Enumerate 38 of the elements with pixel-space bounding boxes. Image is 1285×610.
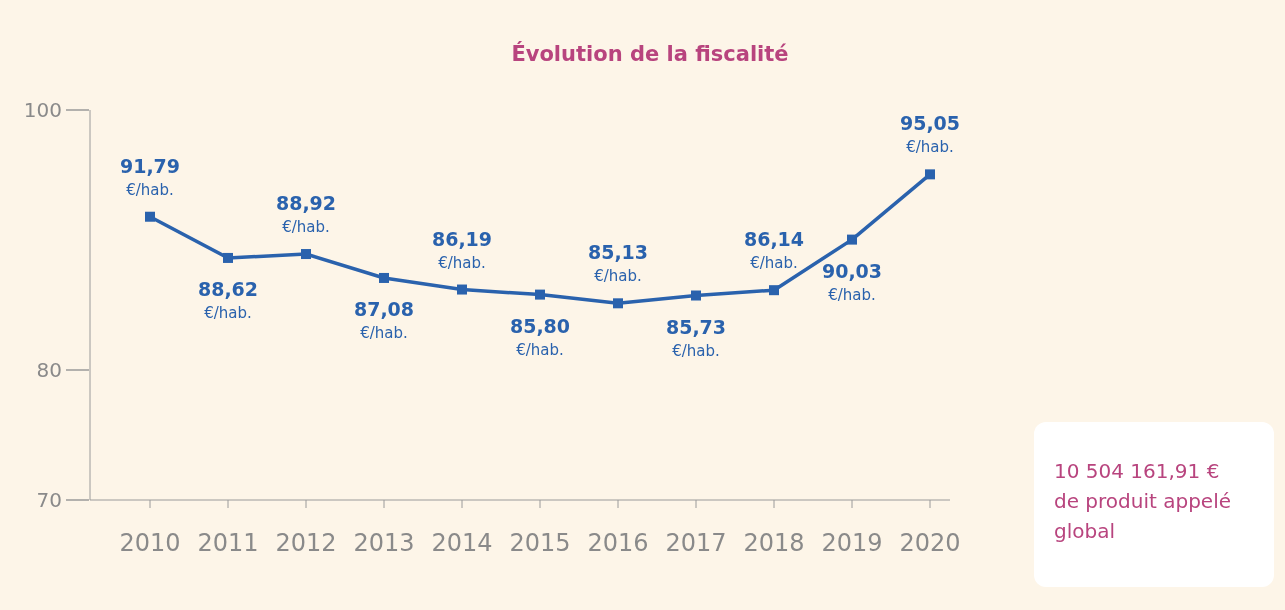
x-tick-label: 2020 [899, 529, 961, 558]
chart-title: Évolution de la fiscalité [510, 42, 790, 66]
x-tick-label: 2011 [197, 529, 259, 558]
data-label: 88,62 €/hab. [197, 277, 259, 322]
x-tick-label: 2019 [821, 529, 883, 558]
y-tick-label: 80 [36, 358, 62, 382]
x-tick-label: 2017 [665, 529, 727, 558]
data-label: 86,14 €/hab. [743, 228, 805, 273]
data-label: 91,79 €/hab. [119, 154, 181, 199]
point [379, 272, 389, 283]
x-tick-label: 2018 [743, 529, 805, 558]
point [769, 285, 779, 296]
data-label: 87,08 €/hab. [353, 297, 415, 342]
data-label: 85,80 €/hab. [509, 314, 571, 359]
x-tick-label: 2016 [587, 529, 649, 558]
data-label: 88,92 €/hab. [275, 192, 337, 237]
point [691, 290, 701, 301]
y-tick-label: 100 [23, 98, 62, 122]
point [223, 252, 233, 263]
y-tick-label: 70 [36, 488, 62, 512]
data-label: 86,19 €/hab. [431, 227, 493, 272]
x-tick-label: 2013 [353, 529, 415, 558]
data-label: 90,03 €/hab. [821, 259, 883, 304]
point [925, 169, 935, 180]
point [145, 211, 155, 222]
point [457, 284, 467, 295]
x-tick-label: 2015 [509, 529, 571, 558]
point [847, 234, 857, 245]
point [613, 298, 623, 309]
data-label: 85,13 €/hab. [587, 241, 649, 286]
data-label: 95,05 €/hab. [899, 112, 961, 157]
data-label: 85,73 €/hab. [665, 315, 727, 360]
x-tick-label: 2012 [275, 529, 337, 558]
point [301, 249, 311, 260]
point [535, 289, 545, 300]
x-tick-label: 2010 [119, 529, 181, 558]
text: 10 504 161,91 € de produit appelé global [1034, 422, 1274, 587]
x-tick-label: 2014 [431, 529, 493, 558]
